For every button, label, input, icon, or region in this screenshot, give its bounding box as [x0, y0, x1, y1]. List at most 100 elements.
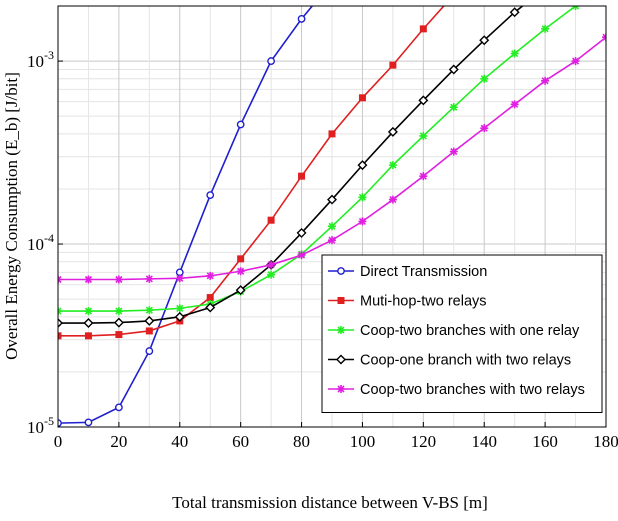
data-point [206, 294, 214, 302]
data-point [480, 124, 489, 133]
data-point [418, 95, 429, 106]
data-point [267, 270, 276, 279]
series-5 [58, 33, 606, 284]
x-tick-label: 60 [232, 432, 249, 451]
data-point [206, 191, 215, 200]
y-tick-label: 10-4 [27, 231, 54, 254]
data-point [297, 251, 306, 260]
data-point [267, 57, 276, 65]
series-line [58, 6, 577, 312]
series-2 [58, 6, 445, 340]
data-point [236, 267, 245, 276]
data-point [58, 318, 63, 329]
legend-label: Muti-hop-two relays [360, 294, 487, 310]
legend-label: Coop-two branches with one relay [360, 323, 580, 339]
data-point [388, 161, 397, 170]
legend-label: Coop-two branches with two relays [360, 382, 585, 398]
data-point [175, 304, 184, 313]
data-point [145, 347, 154, 355]
data-point [114, 307, 123, 316]
legend-marker [337, 297, 345, 304]
plot-frame [57, 5, 607, 428]
legend-item: Coop-one branch with two relays [328, 353, 571, 369]
x-tick-label: 80 [293, 432, 310, 451]
data-point [449, 147, 458, 156]
data-point [510, 49, 519, 58]
data-point [479, 35, 490, 46]
data-point [387, 126, 398, 137]
data-point [388, 195, 397, 204]
data-point [358, 193, 367, 202]
data-point [237, 255, 245, 263]
data-point [419, 172, 428, 181]
data-point [358, 217, 367, 226]
data-point [298, 172, 306, 180]
data-point [145, 274, 154, 283]
data-point [328, 222, 336, 231]
x-tick-label: 0 [54, 432, 63, 451]
series-3 [58, 6, 580, 316]
data-point [327, 194, 337, 205]
data-point [84, 418, 93, 427]
data-point [114, 403, 123, 412]
x-tick-label: 140 [471, 432, 497, 451]
series-line [58, 6, 445, 337]
legend: Direct Transmission Muti-hop-two relays Co… [321, 254, 603, 413]
data-point [83, 318, 94, 329]
data-point [58, 419, 62, 427]
data-point [84, 332, 92, 340]
series-4 [58, 6, 524, 329]
x-tick-label: 100 [350, 432, 376, 451]
data-point [205, 302, 216, 313]
data-point [419, 131, 428, 140]
data-point [297, 15, 306, 23]
data-point [145, 306, 154, 315]
data-point [84, 307, 93, 316]
data-point [509, 7, 520, 18]
data-point [235, 285, 246, 296]
data-point [236, 120, 245, 129]
legend-marker [336, 354, 346, 365]
legend-item: Direct Transmission [328, 264, 487, 280]
data-point [357, 160, 368, 171]
data-point [115, 331, 123, 339]
data-point [328, 130, 336, 138]
data-point [58, 332, 62, 340]
data-point [114, 275, 123, 284]
x-tick-label: 20 [110, 432, 127, 451]
x-tick-label: 120 [411, 432, 437, 451]
x-tick-label: 180 [593, 432, 618, 451]
series-1 [58, 6, 314, 427]
data-point [84, 275, 93, 284]
y-axis-label: Overall Energy Consumption (E_b) [J/bit] [2, 72, 21, 360]
data-point [145, 327, 153, 335]
data-point [175, 274, 184, 283]
x-tick-label: 160 [532, 432, 558, 451]
ticks: 0 20 40 60 80 100 120 140 160 180 10-5 10-4 10-3 [27, 48, 618, 451]
legend-label: Direct Transmission [360, 264, 487, 280]
series-line [58, 6, 314, 424]
y-tick-label: 10-3 [27, 48, 54, 71]
data-point [358, 94, 366, 102]
data-point [449, 103, 458, 112]
data-point [541, 76, 550, 85]
data-point [206, 271, 215, 280]
data-point [510, 100, 519, 109]
legend-marker [337, 267, 345, 275]
data-point [389, 61, 397, 69]
legend-item: Coop-two branches with two relays [328, 382, 585, 398]
legend-item: Coop-two branches with one relay [328, 323, 580, 339]
legend-item: Muti-hop-two relays [328, 294, 487, 310]
data-point [174, 311, 185, 322]
legend-marker [337, 385, 345, 393]
data-point [328, 236, 336, 245]
legend-box [321, 254, 603, 413]
y-tick-label: 10-5 [27, 414, 54, 437]
data-point [541, 24, 550, 33]
data-point [296, 227, 307, 238]
legend-label: Coop-one branch with two relays [360, 353, 571, 369]
x-tick-label: 40 [171, 432, 188, 451]
data-point [144, 315, 155, 326]
data-point [448, 64, 459, 75]
